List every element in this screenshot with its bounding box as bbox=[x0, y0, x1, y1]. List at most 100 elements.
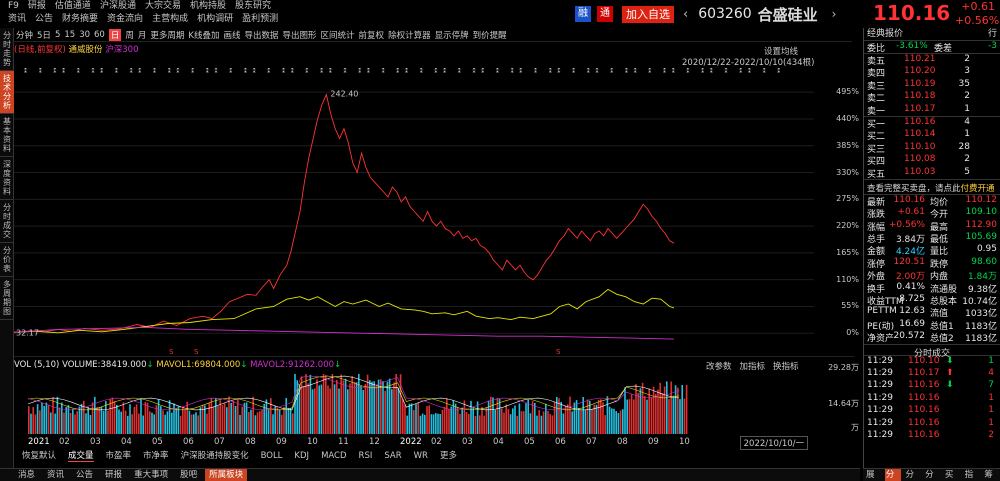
split-marker[interactable]: S bbox=[169, 348, 174, 355]
event-marker[interactable]: ⁑ bbox=[138, 68, 141, 75]
event-marker[interactable]: ⁑ bbox=[672, 68, 675, 75]
book-row[interactable]: 买四 110.08 2 bbox=[864, 154, 1000, 167]
quote-panel-tab[interactable]: 分时 bbox=[925, 470, 934, 480]
event-marker[interactable]: ⁑ bbox=[777, 68, 780, 75]
toolbar-item[interactable]: 60 bbox=[94, 29, 105, 40]
menu-item[interactable]: 公告 bbox=[35, 14, 54, 24]
bottom-tab[interactable]: 所属板块 bbox=[205, 469, 248, 481]
event-marker[interactable]: ⁑ bbox=[587, 68, 590, 75]
event-marker[interactable]: ⁑ bbox=[701, 68, 704, 75]
quote-panel-tab[interactable]: 分笔 bbox=[884, 469, 902, 481]
toolbar-item[interactable]: 30 bbox=[79, 29, 91, 40]
menu-item[interactable]: 机构持股 bbox=[189, 1, 226, 11]
quote-panel-tab[interactable]: 指数 bbox=[964, 470, 974, 480]
price-chart[interactable]: ⁑ ⁑ ⁑ ⁑ ⁑ ⁑ ⁑ ⁑ ⁑ ⁑ ⁑ ⁑ ⁑ ⁑ ⁑ ⁑ ⁑ ⁑ ⁑ ⁑ ⁑ ⁑ ⁑ ⁑ ⁑ ⁑ ⁑ ⁑ ⁑ ⁑ ⁑ ⁑ ⁑ ⁑ ⁑ ⁑ ⁑ ⁑ ⁑ ⁑… bbox=[14, 68, 814, 355]
book-row[interactable]: 卖二 110.18 2 bbox=[864, 91, 1000, 104]
compare-series-1[interactable]: 通威股份 bbox=[68, 45, 103, 55]
toolbar-item[interactable]: 月 bbox=[137, 30, 147, 41]
left-tab[interactable]: 技术分析 bbox=[0, 71, 14, 114]
event-marker[interactable]: ⁑ bbox=[130, 68, 133, 75]
indicator-tab[interactable]: 沪深股通持股变化 bbox=[180, 451, 249, 461]
event-marker[interactable]: ⁑ bbox=[77, 68, 80, 75]
vol-indicator-name[interactable]: VOL (5,10) bbox=[14, 360, 60, 370]
event-marker[interactable]: ⁑ bbox=[229, 68, 232, 75]
indicator-tab[interactable]: 更多 bbox=[439, 451, 457, 461]
paid-open-link[interactable]: 付费开通 bbox=[960, 183, 995, 194]
event-marker[interactable]: ⁑ bbox=[434, 68, 437, 75]
left-tab[interactable]: 分时走势 bbox=[0, 28, 14, 71]
menu-item[interactable]: 估值通道 bbox=[54, 1, 91, 11]
toolbar-item[interactable]: 周 bbox=[125, 30, 134, 41]
event-marker[interactable]: ⁑ bbox=[473, 68, 476, 75]
event-marker[interactable]: ⁑ bbox=[24, 68, 27, 75]
menu-item[interactable]: 资金流向 bbox=[107, 14, 144, 24]
event-marker[interactable]: ⁑ bbox=[610, 68, 613, 75]
event-marker[interactable]: ⁑ bbox=[725, 68, 728, 75]
indicator-tab[interactable]: 市盈率 bbox=[105, 451, 132, 461]
event-marker[interactable]: ⁑ bbox=[382, 68, 385, 75]
toolbar-item[interactable]: 区间统计 bbox=[320, 30, 355, 41]
book-row[interactable]: 买一 110.16 4 bbox=[864, 117, 1000, 130]
toolbar-item[interactable]: 到价提醒 bbox=[472, 30, 507, 41]
menu-item[interactable]: 研报 bbox=[27, 1, 46, 11]
indicator-tab[interactable]: 恢复默认 bbox=[22, 451, 57, 461]
bottom-tab[interactable]: 资讯 bbox=[47, 470, 65, 480]
indicator-tab[interactable]: RSI bbox=[358, 451, 373, 461]
chevron-left-icon[interactable]: ‹ bbox=[683, 6, 689, 22]
toolbar-item[interactable]: 5 bbox=[54, 29, 61, 40]
indicator-tab[interactable]: BOLL bbox=[260, 451, 283, 461]
toolbar-item[interactable]: 导出数据 bbox=[244, 30, 279, 41]
event-marker[interactable]: ⁑ bbox=[206, 68, 209, 75]
row-toggle[interactable]: 行 bbox=[987, 29, 997, 39]
book-row[interactable]: 买二 110.14 1 bbox=[864, 129, 1000, 142]
compare-series-2[interactable]: 沪深300 bbox=[105, 45, 139, 55]
event-marker[interactable]: ⁑ bbox=[191, 68, 194, 75]
left-tab[interactable]: 深度资料 bbox=[0, 157, 14, 200]
indicator-tab[interactable]: SAR bbox=[384, 451, 402, 461]
left-tab[interactable]: 多周期图 bbox=[0, 277, 14, 320]
quote-panel-tab[interactable]: 买卖 bbox=[944, 470, 954, 480]
book-row[interactable]: 买五 110.03 5 bbox=[864, 167, 1000, 180]
event-marker[interactable]: ⁑ bbox=[663, 68, 666, 75]
event-marker[interactable]: ⁑ bbox=[443, 68, 446, 75]
left-tab[interactable]: 分时成交 bbox=[0, 200, 14, 243]
volume-button[interactable]: 改参数 bbox=[706, 362, 732, 372]
menu-item[interactable]: 大宗交易 bbox=[144, 1, 181, 11]
classic-quote-tab[interactable]: 经典报价 bbox=[867, 29, 904, 39]
series-line[interactable] bbox=[14, 288, 675, 334]
menu-item[interactable]: 沪深股通 bbox=[99, 1, 136, 11]
event-marker[interactable]: ⁑ bbox=[39, 68, 42, 75]
event-marker[interactable]: ⁑ bbox=[244, 68, 247, 75]
bottom-tab[interactable]: 消息 bbox=[18, 470, 36, 480]
toolbar-item[interactable]: 15 bbox=[64, 29, 76, 40]
book-row[interactable]: 买三 110.10 28 bbox=[864, 142, 1000, 155]
left-tab[interactable]: 基本资料 bbox=[0, 114, 14, 157]
menu-item[interactable]: F9 bbox=[8, 1, 19, 11]
indicator-tab[interactable]: WR bbox=[413, 451, 428, 461]
bottom-tab[interactable]: 重大事项 bbox=[134, 470, 169, 480]
event-marker[interactable]: ⁑ bbox=[92, 68, 95, 75]
toolbar-item[interactable]: 更多周期 bbox=[150, 30, 185, 41]
connect-badge[interactable]: 通 bbox=[597, 6, 613, 22]
toolbar-item[interactable]: 日 bbox=[108, 28, 122, 41]
bottom-tab[interactable]: 公告 bbox=[76, 470, 94, 480]
event-marker[interactable]: ⁑ bbox=[534, 68, 537, 75]
event-marker[interactable]: ⁑ bbox=[320, 68, 323, 75]
event-marker[interactable]: ⁑ bbox=[344, 68, 347, 75]
event-marker[interactable]: ⁑ bbox=[549, 68, 552, 75]
event-marker[interactable]: ⁑ bbox=[282, 68, 285, 75]
chevron-right-icon[interactable]: › bbox=[831, 7, 837, 21]
event-marker[interactable]: ⁑ bbox=[686, 68, 689, 75]
indicator-tab[interactable]: 成交量 bbox=[68, 451, 94, 462]
toolbar-item[interactable]: 导出图形 bbox=[282, 30, 317, 41]
margin-badge[interactable]: 融 bbox=[575, 6, 591, 22]
series-line[interactable] bbox=[14, 326, 675, 340]
split-marker[interactable]: S bbox=[556, 348, 561, 355]
menu-item[interactable]: 盈利预测 bbox=[242, 14, 279, 24]
indicator-tab[interactable]: MACD bbox=[321, 451, 347, 461]
book-row[interactable]: 卖五 110.21 2 bbox=[864, 54, 1000, 67]
event-marker[interactable]: ⁑ bbox=[625, 68, 628, 75]
event-marker[interactable]: ⁑ bbox=[710, 68, 713, 75]
event-marker[interactable]: ⁑ bbox=[458, 68, 461, 75]
event-marker[interactable]: ⁑ bbox=[215, 68, 218, 75]
